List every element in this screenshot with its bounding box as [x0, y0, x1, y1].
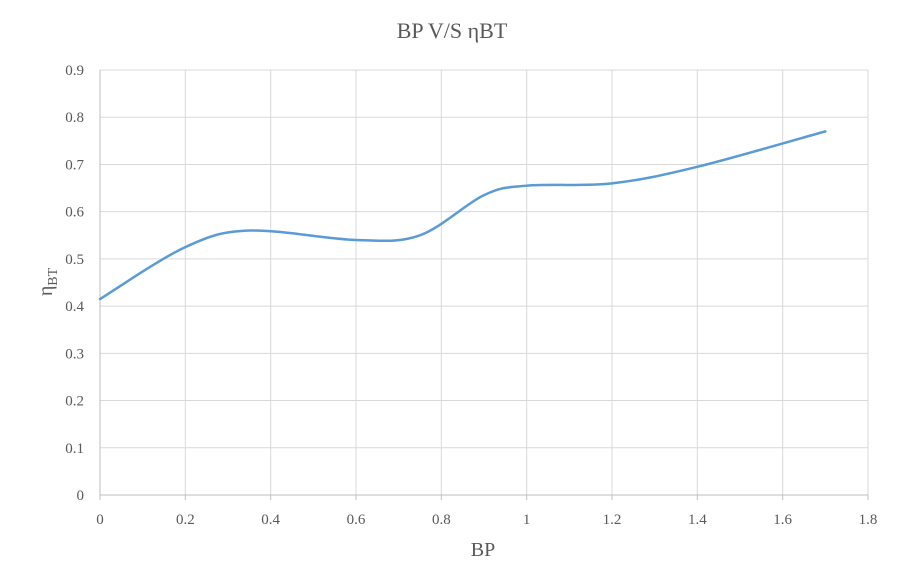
grid [100, 69, 869, 495]
axes [99, 70, 869, 500]
chart-title: BP V/S ηBT [397, 18, 508, 43]
y-tick-label: 0.7 [65, 157, 84, 173]
x-tick-label: 0 [96, 512, 104, 528]
x-tick-label: 0.2 [176, 512, 195, 528]
x-axis-title: BP [471, 539, 495, 561]
y-tick-label: 0.1 [65, 441, 84, 457]
x-tick-label: 1 [523, 512, 531, 528]
y-tick-label: 0.8 [65, 110, 84, 126]
y-axis-title-subscript: BT [46, 267, 61, 285]
y-tick-label: 0.6 [65, 205, 84, 221]
x-tick-label: 1.2 [603, 512, 622, 528]
y-tick-label: 0 [77, 488, 85, 504]
y-tick-label: 0.3 [65, 346, 84, 362]
y-tick-label: 0.5 [65, 252, 84, 268]
x-tick-label: 0.8 [432, 512, 451, 528]
y-axis-title-main: η [35, 286, 57, 296]
y-tick-label: 0.9 [65, 63, 84, 79]
x-tick-labels: 0 0.2 0.4 0.6 0.8 1 1.2 1.4 1.6 1.8 [96, 512, 877, 528]
y-axis-title: ηBT [35, 267, 61, 296]
y-tick-labels: 0 0.1 0.2 0.3 0.4 0.5 0.6 0.7 0.8 0.9 [65, 63, 84, 504]
x-tick-label: 1.6 [773, 512, 792, 528]
x-tick-label: 1.8 [859, 512, 878, 528]
series-line [98, 130, 827, 301]
x-tick-label: 1.4 [688, 512, 707, 528]
x-tick-label: 0.4 [261, 512, 280, 528]
y-tick-label: 0.2 [65, 394, 84, 410]
y-tick-label: 0.4 [65, 299, 84, 315]
x-tick-label: 0.6 [347, 512, 366, 528]
series-lines [98, 130, 827, 301]
